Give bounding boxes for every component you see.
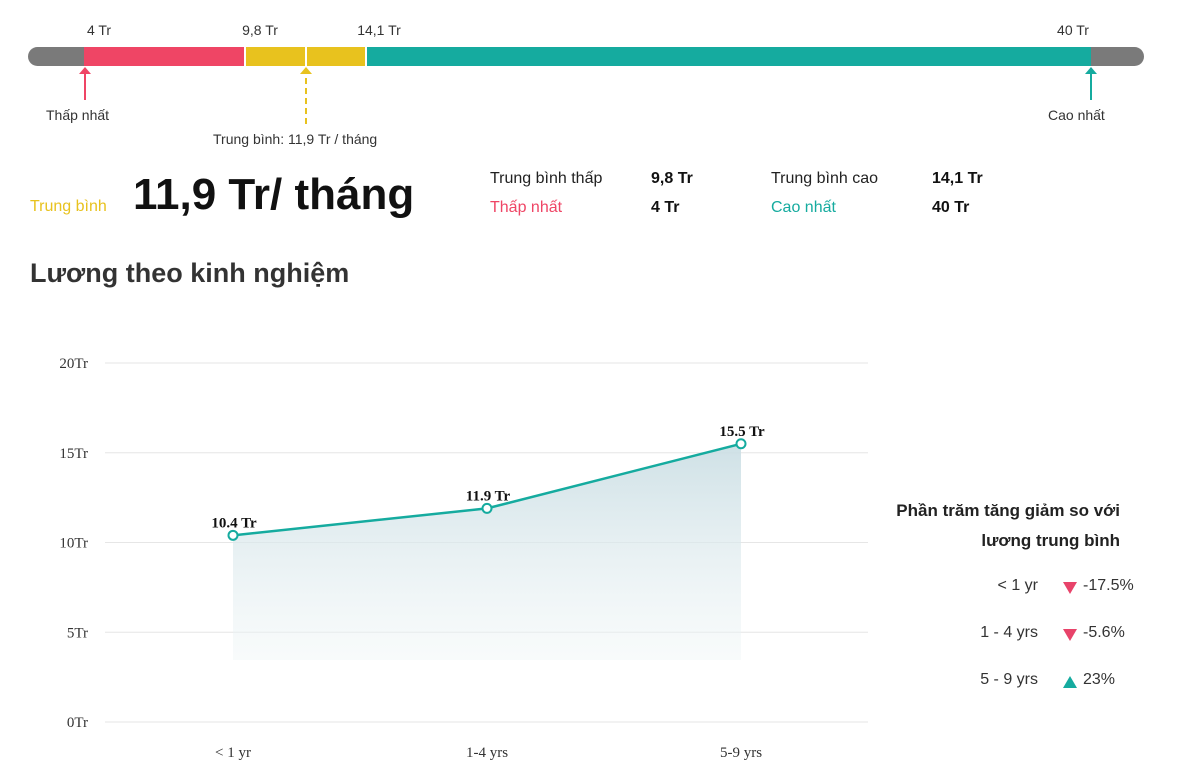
legend-row-value: 23% <box>1083 671 1116 688</box>
data-point <box>481 502 493 514</box>
x-tick-label: 5-9 yrs <box>720 745 762 761</box>
avg-high-label: Trung bình cao <box>771 170 879 187</box>
triangle-down-icon <box>1063 582 1077 594</box>
y-tick-label: 20Tr <box>59 356 88 372</box>
legend-row-value: -17.5% <box>1083 577 1134 594</box>
range-scale-label: 9,8 Tr <box>242 22 278 38</box>
data-label: 15.5 Tr <box>719 424 765 440</box>
salary-experience-chart: 10.4 Tr 11.9 Tr 15.5 Tr 0Tr 5Tr 10Tr 15Tr 20Tr… <box>59 356 868 761</box>
average-value: 11,9 Tr/ tháng <box>133 170 415 219</box>
range-segment-low <box>84 47 245 66</box>
lowest-caption: Thấp nhất <box>46 107 110 123</box>
range-scale-label: 14,1 Tr <box>357 22 401 38</box>
legend-row-label: 5 - 9 yrs <box>980 671 1038 688</box>
series-area <box>233 443 741 660</box>
legend-row-label: 1 - 4 yrs <box>980 624 1038 641</box>
y-tick-label: 0Tr <box>67 715 88 731</box>
average-label: Trung bình <box>30 198 107 215</box>
triangle-up-icon <box>1063 676 1077 688</box>
range-scale-label: 40 Tr <box>1057 22 1089 38</box>
y-tick-label: 10Tr <box>59 536 88 552</box>
legend-row: 1 - 4 yrs -5.6% <box>900 624 1140 648</box>
range-divider <box>365 47 367 66</box>
average-marker-arrow-icon <box>300 67 312 126</box>
x-tick-label: 1-4 yrs <box>466 745 508 761</box>
data-point <box>735 438 747 450</box>
legend-row: 5 - 9 yrs 23% <box>900 671 1140 695</box>
legend-row-value: -5.6% <box>1083 624 1125 641</box>
highest-label: Cao nhất <box>771 199 836 216</box>
data-label: 10.4 Tr <box>211 515 257 531</box>
average-caption: Trung bình: 11,9 Tr / tháng <box>213 131 378 147</box>
range-segment-high <box>366 47 1091 66</box>
lowest-value: 4 Tr <box>651 199 680 216</box>
avg-low-label: Trung bình thấp <box>490 170 603 187</box>
section-title: Lương theo kinh nghiệm <box>30 258 350 288</box>
highest-marker-arrow-icon <box>1085 67 1097 100</box>
highest-value: 40 Tr <box>932 199 970 216</box>
lowest-label: Thấp nhất <box>490 199 563 216</box>
range-divider <box>244 47 246 66</box>
avg-low-value: 9,8 Tr <box>651 170 693 187</box>
legend-title-line2: lương trung bình <box>981 531 1120 550</box>
triangle-down-icon <box>1063 629 1077 641</box>
legend-title: Phần trăm tăng giảm so với lương trung b… <box>880 496 1120 556</box>
lowest-marker-arrow-icon <box>79 67 91 100</box>
legend-row: < 1 yr -17.5% <box>900 577 1140 601</box>
x-tick-label: < 1 yr <box>215 745 251 761</box>
highest-caption: Cao nhất <box>1048 107 1105 123</box>
y-tick-label: 15Tr <box>59 446 88 462</box>
legend-title-line1: Phần trăm tăng giảm so với <box>896 501 1120 520</box>
y-tick-label: 5Tr <box>67 625 88 641</box>
data-point <box>227 529 239 541</box>
data-label: 11.9 Tr <box>466 488 511 504</box>
range-divider <box>305 47 307 66</box>
range-scale-label: 4 Tr <box>86 22 112 38</box>
legend-row-label: < 1 yr <box>997 577 1038 594</box>
avg-high-value: 14,1 Tr <box>932 170 983 187</box>
